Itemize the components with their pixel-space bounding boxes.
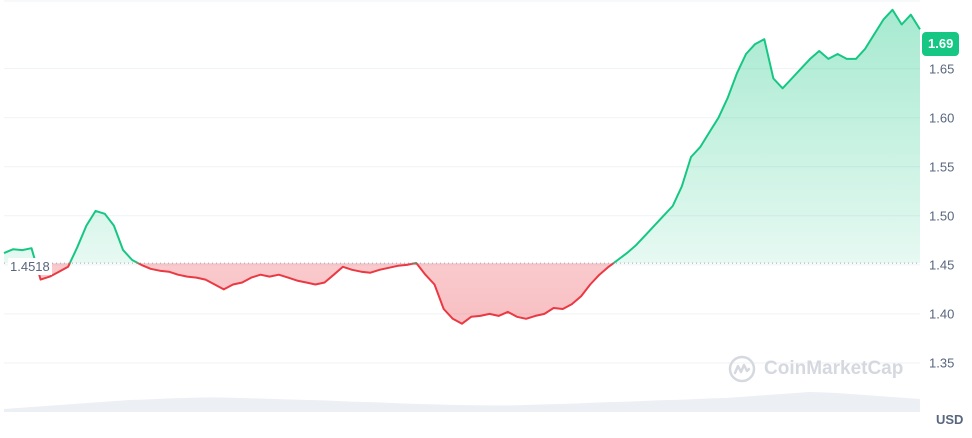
- price-line-below-reference: [34, 263, 616, 325]
- price-line-above-reference: [3, 8, 921, 264]
- watermark-text: CoinMarketCap: [764, 358, 904, 379]
- currency-label: USD: [936, 412, 964, 427]
- y-tick-label: 1.40: [929, 306, 955, 322]
- price-area-below-reference: [4, 263, 920, 324]
- coinmarketcap-watermark: CoinMarketCap: [728, 355, 903, 383]
- y-tick-label: 1.45: [929, 257, 955, 273]
- current-price-badge: 1.69: [922, 32, 960, 56]
- reference-price-label: 1.4518: [8, 258, 52, 275]
- y-tick-label: 1.55: [929, 159, 955, 175]
- volume-area: [4, 392, 920, 412]
- y-tick-label: 1.65: [929, 61, 955, 77]
- y-tick-label: 1.35: [929, 355, 955, 371]
- y-tick-label: 1.60: [929, 110, 955, 126]
- coinmarketcap-logo-icon: [728, 355, 756, 383]
- y-tick-label: 1.50: [929, 208, 955, 224]
- price-area-above-reference: [4, 9, 920, 264]
